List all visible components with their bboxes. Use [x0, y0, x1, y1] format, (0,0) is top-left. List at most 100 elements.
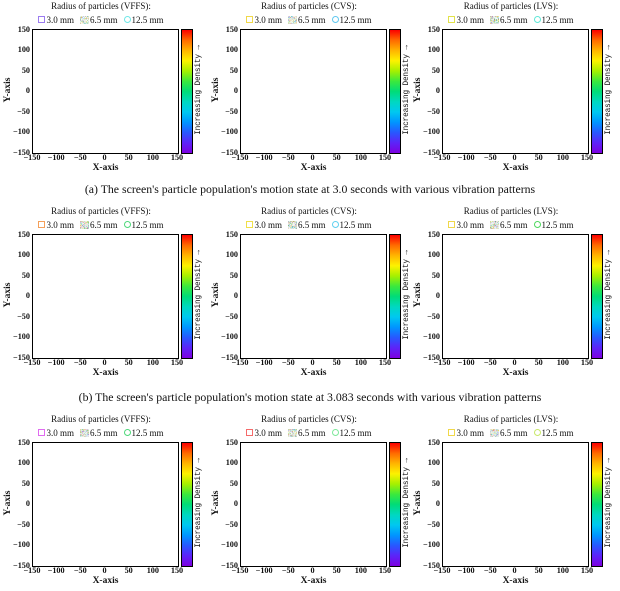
y-tick-label: −100 [221, 540, 238, 549]
y-tick-label: 0 [435, 86, 440, 95]
legend-marker-square-icon [448, 221, 456, 229]
legend-marker-triangle-icon [79, 220, 89, 229]
x-tick-label: −150 [23, 358, 41, 367]
y-tick-label: −100 [13, 540, 30, 549]
y-tick-label: 0 [25, 86, 30, 95]
y-tick-label: 100 [427, 45, 440, 54]
legend-label: 6.5 mm [297, 219, 326, 230]
x-tick-label: 100 [146, 358, 159, 367]
x-tick-label: −100 [47, 153, 65, 162]
legend-marker-triangle-icon [79, 15, 89, 24]
legend-item-triangle: 6.5 mm [287, 426, 326, 440]
y-tick-label: 0 [233, 499, 238, 508]
x-tick-label: −150 [231, 358, 249, 367]
y-tick-label: −50 [225, 106, 238, 116]
y-tick-label: 150 [427, 24, 440, 34]
legend-label: 12.5 mm [339, 427, 372, 438]
plot-legend: 3.0 mm 6.5 mm 12.5 mm [412, 12, 610, 27]
legend-marker-triangle-icon [287, 15, 297, 24]
legend-item-circle: 12.5 mm [331, 426, 372, 440]
legend-label: 6.5 mm [499, 14, 528, 25]
plot-area [32, 442, 179, 567]
y-tick-label: −150 [13, 352, 30, 362]
y-tick-label: 0 [233, 291, 238, 300]
x-tick-label: 100 [354, 358, 367, 367]
x-tick-label: 0 [310, 566, 315, 575]
legend-marker-circle-icon [533, 16, 541, 24]
legend-item-circle: 12.5 mm [123, 13, 164, 27]
y-tick-label: 100 [17, 250, 30, 259]
x-tick-label: 50 [124, 566, 133, 575]
colorbar [389, 29, 401, 154]
legend-label: 6.5 mm [297, 14, 326, 25]
plot-title: Radius of particles (CVS): [261, 206, 357, 216]
caption-b: (b) The screen's particle population's m… [78, 390, 542, 404]
x-tick-label: 0 [512, 153, 517, 162]
legend-marker-circle-icon [123, 221, 131, 229]
y-tick-label: −150 [13, 560, 30, 570]
legend-label: 12.5 mm [339, 219, 372, 230]
legend-marker-square-icon [246, 16, 254, 24]
legend-label: 3.0 mm [254, 219, 282, 230]
x-tick-label: −150 [433, 358, 451, 367]
legend-marker-square-icon [246, 429, 254, 437]
x-tick-label: −150 [231, 566, 249, 575]
x-tick-label: 0 [310, 153, 315, 162]
legend-label: 6.5 mm [499, 219, 528, 230]
x-tick-label: 0 [512, 566, 517, 575]
y-tick-label: −100 [13, 332, 30, 341]
legend-marker-circle-icon [123, 429, 131, 437]
legend-label: 12.5 mm [541, 14, 574, 25]
y-tick-label: −50 [427, 311, 440, 321]
legend-item-square: 3.0 mm [246, 426, 282, 440]
y-tick-label: −50 [427, 519, 440, 529]
legend-marker-square-icon [448, 16, 456, 24]
x-tick-label: 0 [512, 358, 517, 367]
legend-item-square: 3.0 mm [246, 218, 282, 232]
colorbar-label: Increasing Density → [195, 250, 203, 340]
legend-marker-triangle-icon [489, 221, 499, 229]
legend-item-square: 3.0 mm [38, 13, 74, 27]
x-axis-label: X-axis [300, 576, 327, 586]
x-tick-label: −100 [457, 566, 475, 575]
legend-marker-circle-icon [533, 221, 541, 229]
legend-item-triangle: 6.5 mm [79, 426, 118, 440]
plot-legend: 3.0 mm 6.5 mm 12.5 mm [210, 425, 408, 440]
colorbar [389, 234, 401, 359]
y-tick-label: −150 [423, 560, 440, 570]
legend-label: 3.0 mm [456, 14, 484, 25]
y-tick-label: −50 [225, 519, 238, 529]
legend-label: 3.0 mm [46, 219, 74, 230]
y-tick-label: −150 [221, 560, 238, 570]
x-tick-label: 150 [378, 153, 392, 162]
y-tick-label: 100 [225, 45, 238, 54]
y-tick-label: 50 [229, 65, 238, 75]
legend-item-square: 3.0 mm [448, 218, 484, 232]
x-tick-label: 0 [102, 153, 107, 162]
y-tick-label: 0 [25, 291, 30, 300]
x-tick-label: 150 [378, 358, 392, 367]
y-tick-label: 150 [17, 437, 30, 447]
legend-label: 12.5 mm [541, 219, 574, 230]
colorbar-label: Increasing Density → [195, 45, 203, 135]
legend-label: 12.5 mm [339, 14, 372, 25]
y-tick-label: −50 [17, 311, 30, 321]
plot-area [240, 234, 387, 359]
x-tick-label: 100 [556, 358, 569, 367]
x-tick-label: 50 [534, 566, 543, 575]
legend-marker-square-icon [448, 429, 456, 437]
x-tick-label: −50 [73, 566, 87, 575]
plot-area [32, 234, 179, 359]
y-tick-label: −100 [221, 127, 238, 136]
x-tick-label: 100 [146, 153, 159, 162]
plot-title: Radius of particles (CVS): [261, 414, 357, 424]
legend-label: 6.5 mm [499, 427, 528, 438]
legend-label: 6.5 mm [297, 427, 326, 438]
plot-area [442, 234, 589, 359]
y-tick-label: 50 [431, 65, 440, 75]
colorbar [591, 234, 603, 359]
legend-item-square: 3.0 mm [448, 426, 484, 440]
x-tick-label: 150 [580, 153, 594, 162]
x-tick-label: −100 [47, 358, 65, 367]
